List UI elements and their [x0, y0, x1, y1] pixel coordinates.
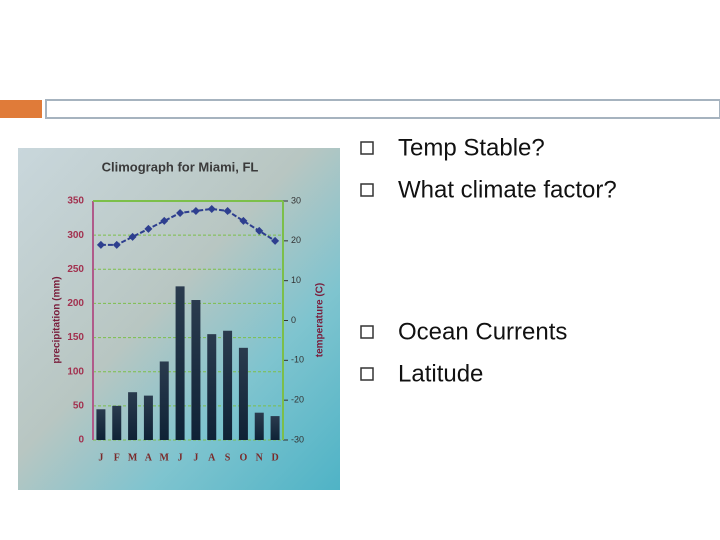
y-axis-label: precipitation (mm) — [52, 276, 63, 363]
x-tick-label: J — [193, 452, 198, 463]
bullet-list: Temp Stable? What climate factor? Ocean … — [360, 134, 617, 387]
temperature-point — [207, 204, 216, 213]
y2-tick-label: 0 — [291, 315, 296, 325]
x-tick-label: N — [256, 452, 264, 463]
y-tick-label: 350 — [67, 196, 84, 207]
temperature-point — [176, 208, 185, 217]
x-tick-label: O — [240, 452, 248, 463]
bar — [238, 347, 248, 440]
bullet-text: Latitude — [398, 360, 483, 387]
bar — [175, 286, 185, 440]
accent-bar — [0, 100, 42, 118]
bullet-icon — [360, 367, 374, 381]
bullet-text: Temp Stable? — [398, 134, 545, 161]
y2-axis-label: temperature (C) — [315, 283, 326, 357]
temperature-point — [128, 232, 137, 241]
bar — [128, 392, 138, 440]
y2-tick-label: 20 — [291, 235, 301, 245]
bullet-text: Ocean Currents — [398, 318, 567, 345]
y-tick-label: 100 — [67, 366, 84, 377]
temperature-point — [223, 206, 232, 215]
chart-title: Climograph for Miami, FL — [102, 159, 259, 174]
y2-tick-label: -10 — [291, 355, 304, 365]
bullet-icon — [360, 183, 374, 197]
temperature-point — [255, 226, 264, 235]
bar — [143, 395, 153, 440]
bar — [270, 416, 280, 440]
bullet-icon — [360, 141, 374, 155]
y-tick-label: 200 — [67, 298, 84, 309]
bar — [159, 361, 169, 440]
y2-tick-label: -20 — [291, 395, 304, 405]
x-tick-label: F — [114, 452, 120, 463]
y-tick-label: 250 — [67, 264, 84, 275]
bar — [96, 409, 106, 440]
y-tick-label: 150 — [67, 332, 84, 343]
bar — [223, 330, 233, 440]
header-rule — [45, 99, 720, 119]
y-tick-label: 0 — [78, 435, 84, 446]
x-tick-label: J — [98, 452, 103, 463]
bar — [207, 334, 217, 440]
x-tick-label: D — [271, 452, 278, 463]
bar — [112, 405, 122, 440]
temperature-point — [271, 236, 280, 245]
temperature-point — [96, 240, 105, 249]
y2-tick-label: 30 — [291, 195, 301, 205]
temperature-point — [112, 240, 121, 249]
bullet-icon — [360, 325, 374, 339]
temperature-point — [160, 216, 169, 225]
bar — [191, 300, 201, 440]
temperature-point — [239, 216, 248, 225]
x-tick-label: A — [208, 452, 216, 463]
bar — [254, 412, 264, 440]
x-tick-label: M — [128, 452, 138, 463]
x-tick-label: A — [145, 452, 153, 463]
y2-tick-label: -30 — [291, 434, 304, 444]
x-tick-label: J — [178, 452, 183, 463]
temperature-point — [144, 224, 153, 233]
y-tick-label: 300 — [67, 230, 84, 241]
y2-tick-label: 10 — [291, 275, 301, 285]
y-tick-label: 50 — [73, 400, 85, 411]
x-tick-label: S — [225, 452, 231, 463]
x-tick-label: M — [160, 452, 170, 463]
bullet-text: What climate factor? — [398, 176, 617, 203]
temperature-point — [191, 206, 200, 215]
